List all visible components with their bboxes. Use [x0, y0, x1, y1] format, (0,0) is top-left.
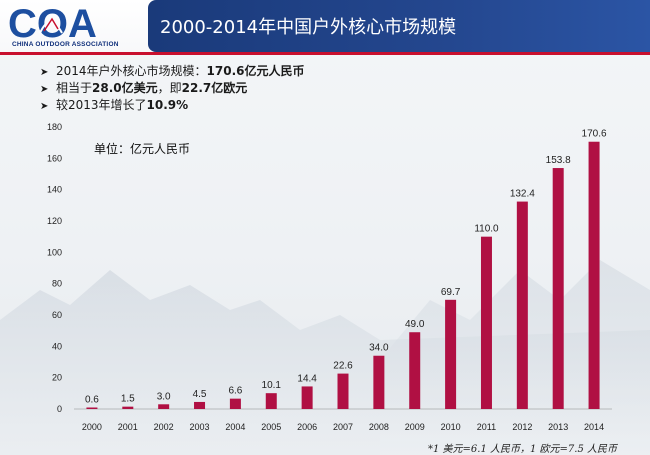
- x-tick-label: 2005: [261, 422, 281, 432]
- x-tick-label: 2010: [441, 422, 461, 432]
- bullet-2-usd: 28.0亿美元: [92, 81, 158, 95]
- data-label-2004: 6.6: [228, 386, 242, 397]
- x-tick-label: 2014: [584, 422, 604, 432]
- data-label-2010: 69.7: [441, 287, 461, 298]
- bullet-1-value: 170.6亿元人民币: [206, 64, 305, 78]
- data-label-2007: 22.6: [333, 361, 353, 372]
- y-tick-label: 0: [57, 404, 62, 414]
- data-label-2008: 34.0: [369, 343, 389, 354]
- data-label-2013: 153.8: [546, 155, 571, 166]
- bar-2010: [445, 299, 457, 409]
- data-label-2014: 170.6: [582, 129, 607, 140]
- bullet-3-value: 10.9%: [146, 98, 189, 112]
- x-tick-label: 2006: [297, 422, 317, 432]
- bullet-2-text: 相当于: [56, 81, 93, 95]
- logo-subtitle: CHINA OUTDOOR ASSOCIATION: [12, 41, 119, 48]
- bullet-2-eur: 22.7亿欧元: [181, 81, 248, 95]
- unit-label: 单位：亿元人民币: [94, 141, 190, 156]
- bar-2003: [194, 401, 206, 409]
- data-label-2011: 110.0: [474, 224, 499, 235]
- arrow-bullet-icon: ➤: [40, 101, 49, 112]
- y-tick-label: 160: [47, 153, 62, 163]
- bar-2013: [552, 168, 564, 409]
- arrow-bullet-icon: ➤: [40, 84, 49, 95]
- arrow-bullet-icon: ➤: [40, 67, 49, 78]
- x-tick-label: 2000: [82, 422, 102, 432]
- data-label-2006: 14.4: [297, 373, 317, 384]
- header-bar: COA CHINA OUTDOOR ASSOCIATION 2000-2014年…: [0, 0, 650, 55]
- bullet-market-size: ➤ 2014年户外核心市场规模：170.6亿元人民币: [40, 64, 305, 80]
- header-divider: [0, 52, 650, 55]
- y-tick-label: 60: [52, 310, 62, 320]
- y-tick-label: 140: [47, 185, 62, 195]
- bullet-currency: ➤ 相当于28.0亿美元，即22.7亿欧元: [40, 81, 247, 97]
- bar-2005: [265, 393, 277, 409]
- x-tick-label: 2001: [118, 422, 138, 432]
- data-label-2012: 132.4: [510, 189, 535, 200]
- bar-2000: [86, 407, 98, 409]
- bullet-1-text: 2014年户外核心市场规模：: [56, 64, 207, 78]
- data-label-2009: 49.0: [405, 319, 425, 330]
- y-tick-label: 80: [52, 279, 62, 289]
- bar-2007: [337, 373, 349, 409]
- footnote: *1 美元=6.1 人民币，1 欧元=7.5 人民币: [428, 444, 618, 455]
- bar-2006: [301, 386, 313, 409]
- x-tick-label: 2004: [225, 422, 245, 432]
- x-tick-label: 2009: [405, 422, 425, 432]
- coa-logo: COA CHINA OUTDOOR ASSOCIATION: [6, 2, 148, 49]
- data-label-2000: 0.6: [85, 395, 99, 406]
- y-tick-label: 180: [47, 122, 62, 132]
- y-tick-label: 20: [52, 373, 62, 383]
- page-title: 2000-2014年中国户外核心市场规模: [160, 17, 457, 38]
- bar-2011: [480, 236, 492, 409]
- x-tick-label: 2002: [154, 422, 174, 432]
- title-bar: [148, 0, 650, 52]
- logo-letters: COA: [8, 3, 97, 43]
- x-tick-label: 2007: [333, 422, 353, 432]
- x-tick-label: 2013: [548, 422, 568, 432]
- bullet-2-mid: ，即: [157, 81, 182, 95]
- bar-2009: [409, 332, 421, 409]
- data-label-2003: 4.5: [193, 389, 207, 400]
- bullet-3-text: 较2013年增长了: [56, 98, 147, 112]
- bar-2014: [588, 141, 600, 409]
- y-tick-label: 100: [47, 247, 62, 257]
- data-label-2005: 10.1: [262, 380, 282, 391]
- bar-2002: [158, 404, 170, 409]
- bar-2001: [122, 406, 134, 409]
- y-tick-label: 40: [52, 341, 62, 351]
- x-tick-label: 2003: [190, 422, 210, 432]
- data-label-2001: 1.5: [121, 394, 135, 405]
- y-tick-label: 120: [47, 216, 62, 226]
- bar-2004: [229, 398, 241, 409]
- bullet-growth: ➤ 较2013年增长了10.9%: [40, 98, 188, 114]
- x-tick-label: 2011: [477, 422, 496, 432]
- bar-2012: [516, 201, 528, 409]
- bar-2008: [373, 355, 385, 409]
- x-tick-label: 2012: [512, 422, 532, 432]
- data-label-2002: 3.0: [157, 391, 171, 402]
- x-tick-label: 2008: [369, 422, 389, 432]
